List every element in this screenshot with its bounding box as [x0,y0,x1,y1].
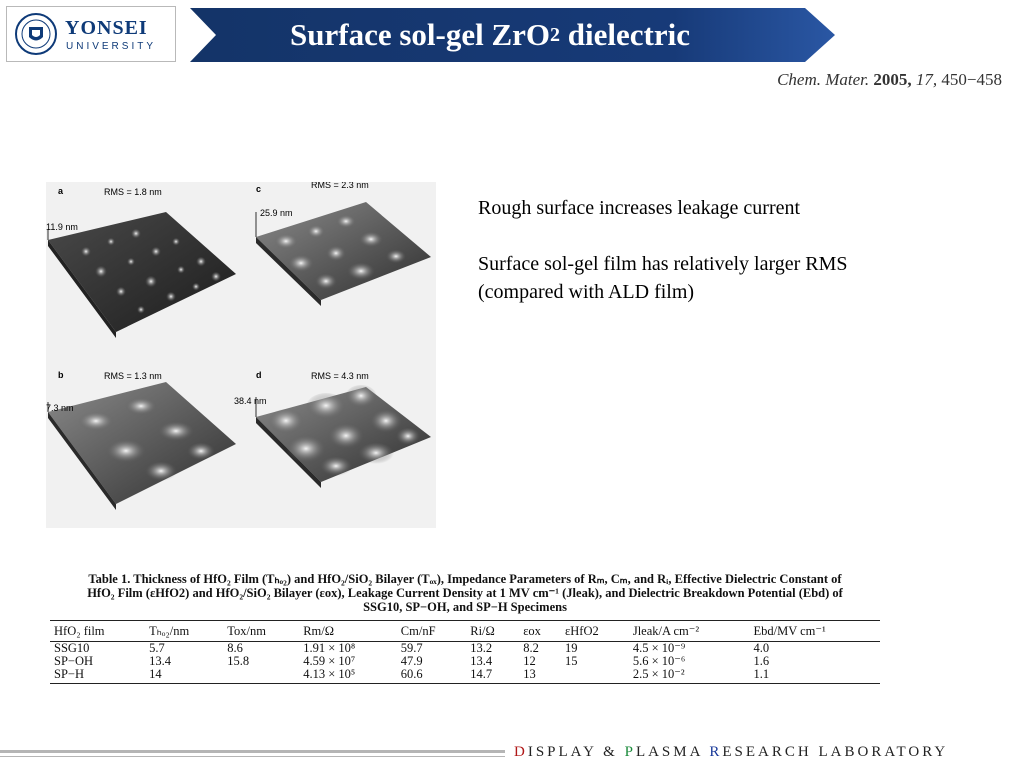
footer-divider [0,750,505,753]
citation-volume: 17, [915,70,938,89]
table-cell: 14 [145,668,224,684]
citation: Chem. Mater. 2005, 17, 450−458 [777,70,1002,90]
footer-r: R [709,744,723,760]
panel-d-letter: d [256,370,262,380]
col-header: εox [519,620,562,642]
table-cell: 59.7 [400,641,423,655]
table-cell: 15 [565,654,578,668]
table-cell: 15.8 [227,654,250,668]
panel-c-height: 25.9 nm [260,208,293,218]
table-cell: 4.13 × 10⁵ [299,668,397,684]
table-cell: 4.0 [753,641,770,655]
afm-panel-a [47,212,236,338]
table-cell: 8.6 [227,641,243,655]
table-cell: 47.9 [400,654,423,668]
footer-laboratory: LABORATORY [818,744,949,760]
title-main: Surface sol-gel ZrO [290,17,551,52]
logo-subtitle: UNIVERSITY [66,41,157,52]
footer-divider-thin [0,756,505,757]
afm-panel-b [47,382,236,510]
table-header-row: HfO₂ film Tₕₒ₂/nm Tox/nm Rm/Ω Cm/nF Ri/Ω… [50,620,880,642]
footer-amp: & [603,744,618,760]
panel-d-rms: RMS = 4.3 nm [311,371,369,381]
panel-d-height: 38.4 nm [234,396,267,406]
table-cell: SSG10 [54,641,90,655]
footer-p: P [624,744,636,760]
table-cell: 14.7 [466,668,520,684]
panel-c-letter: c [256,184,261,194]
footer-lab-name: DISPLAY & PLASMA RESEARCH LABORATORY [514,744,948,761]
table-cell: 60.6 [396,668,467,684]
footer-esearch: ESEARCH [722,744,812,760]
university-seal-icon [15,13,57,55]
col-header: Ebd/MV cm⁻¹ [749,620,880,642]
afm-panel-d [255,385,431,488]
note-line-1: Rough surface increases leakage current [478,197,801,219]
table-cell: 1.91 × 10⁸ [303,641,356,655]
citation-year: 2005, [873,70,912,89]
title-tail: dielectric [560,17,690,52]
table-cell [223,668,300,684]
panel-a-height: 11.9 nm [46,222,78,232]
citation-pages: 450−458 [941,70,1002,89]
logo-name: YONSEI [65,17,148,39]
table-cell: 5.6 × 10⁻⁶ [632,654,686,668]
table-cell: 5.7 [149,641,165,655]
afm-figure: a RMS = 1.8 nm 11.9 nm c RMS = 2.3 nm 25… [46,182,436,528]
col-header: εHfO2 [561,620,629,642]
table-cell: 13.4 [149,654,171,668]
title-subscript: 2 [550,23,561,46]
table-cell: SP−H [50,668,146,684]
data-table: HfO₂ film Tₕₒ₂/nm Tox/nm Rm/Ω Cm/nF Ri/Ω… [50,620,880,684]
table-cell: 13.2 [470,641,493,655]
afm-images: a RMS = 1.8 nm 11.9 nm c RMS = 2.3 nm 25… [46,182,431,510]
citation-journal: Chem. Mater. [777,70,870,89]
table-cell: 19 [565,641,578,655]
col-header: Cm/nF [396,620,467,642]
table-cell: 1.1 [749,668,880,684]
university-logo: YONSEI UNIVERSITY [6,6,176,62]
table-cell: 13.4 [470,654,493,668]
notes-text: Rough surface increases leakage current … [478,194,978,306]
table-row: SP−H 14 4.13 × 10⁵ 60.6 14.7 13 2.5 × 10… [50,668,880,684]
footer-lasma: LASMA [635,744,703,760]
caption-line-2: HfO₂ Film (εHfO2) and HfO₂/SiO₂ Bilayer … [87,586,843,600]
panel-c-rms: RMS = 2.3 nm [311,182,369,190]
col-header: Rm/Ω [299,620,397,642]
title-banner [190,8,835,62]
footer-isplay: ISPLAY [527,744,597,760]
table-cell: SP−OH [54,654,94,668]
col-header: Ri/Ω [466,620,520,642]
note-line-2: Surface sol-gel film has relatively larg… [478,253,848,275]
col-header: Tox/nm [223,620,300,642]
table-row: SP−OH 13.4 15.8 4.59 × 10⁷ 47.9 13.4 12 … [50,655,880,668]
table-cell: 8.2 [523,641,539,655]
panel-b-letter: b [58,370,64,380]
panel-a-rms: RMS = 1.8 nm [104,187,162,197]
caption-line-3: SSG10, SP−OH, and SP−H Specimens [363,600,567,614]
col-header: Jleak/A cm⁻² [628,620,750,642]
caption-line-1: Table 1. Thickness of HfO₂ Film (Tₕₒ₂) a… [88,572,842,586]
afm-panel-c [255,202,431,306]
table-cell: 4.5 × 10⁻⁹ [632,641,686,655]
footer-d: D [514,744,528,760]
table-row: SSG10 5.7 8.6 1.91 × 10⁸ 59.7 13.2 8.2 1… [50,642,880,656]
table-cell: 1.6 [753,654,770,668]
table-cell: 2.5 × 10⁻² [628,668,750,684]
panel-a-letter: a [58,186,64,196]
col-header: Tₕₒ₂/nm [145,620,224,642]
table-cell: 4.59 × 10⁷ [303,654,356,668]
table-cell: 12 [523,654,536,668]
col-header: HfO₂ film [50,620,146,642]
slide-title: Surface sol-gel ZrO 2 dielectric [190,8,790,62]
table-cell [561,668,629,684]
table-cell: 13 [519,668,562,684]
note-line-3: (compared with ALD film) [478,281,695,303]
panel-b-height: 7.3 nm [46,403,74,413]
panel-b-rms: RMS = 1.3 nm [104,371,162,381]
table-caption: Table 1. Thickness of HfO₂ Film (Tₕₒ₂) a… [50,572,880,614]
